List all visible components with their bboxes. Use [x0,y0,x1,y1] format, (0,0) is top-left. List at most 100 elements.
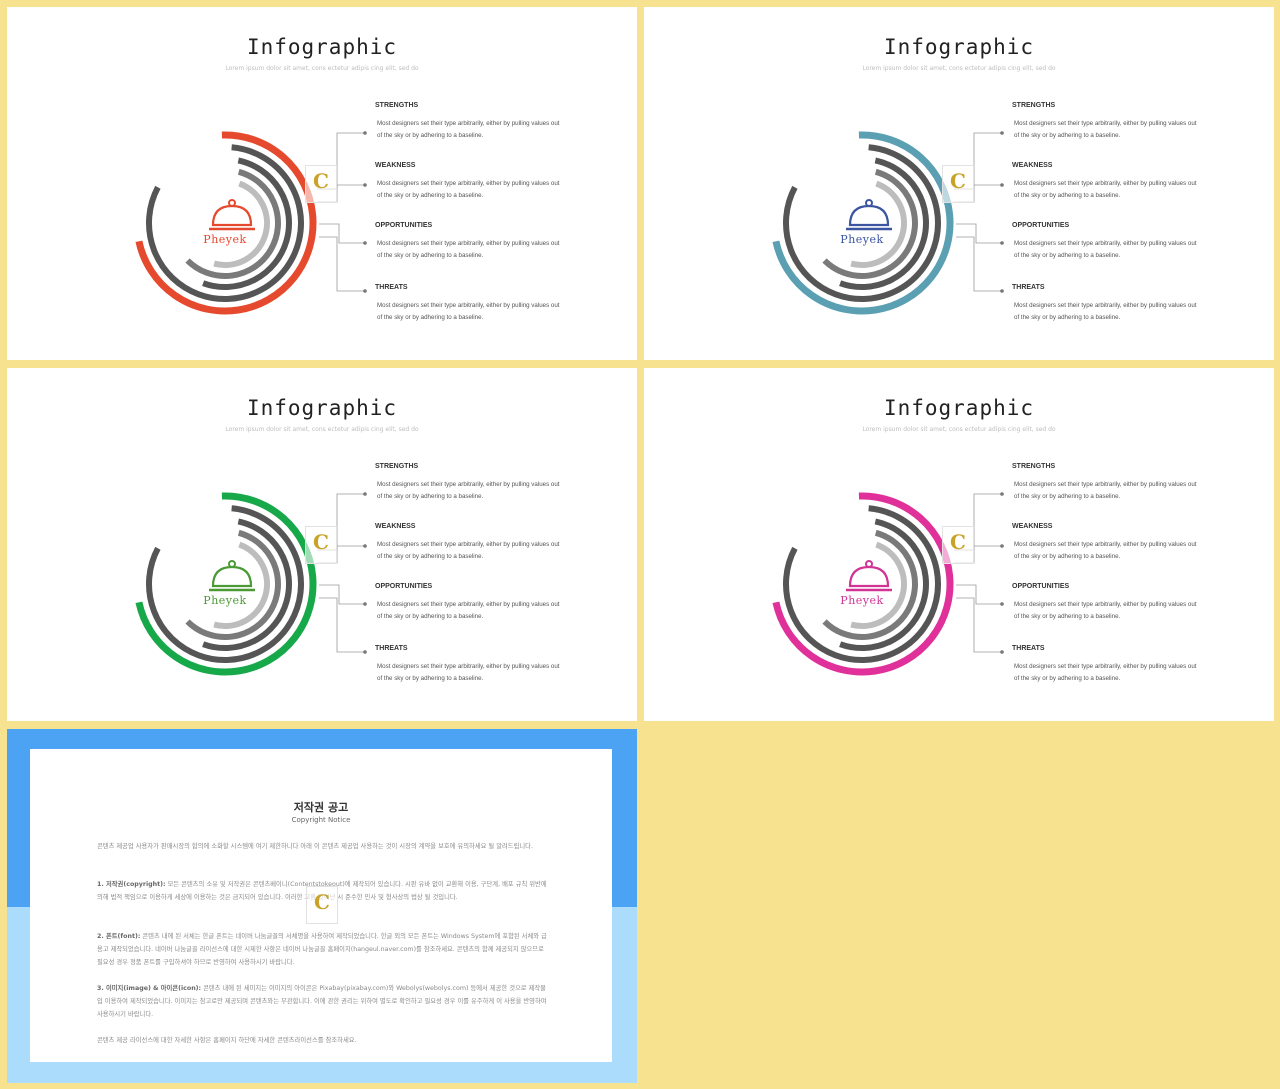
ring-arc-dark [146,505,304,663]
swot-description: Most designers set their type arbitraril… [377,238,587,262]
swot-description: Most designers set their type arbitraril… [1014,118,1224,142]
swot-description-line-1: Most designers set their type arbitraril… [377,481,560,488]
copyright-para-2: 2. 폰트(font): 콘텐츠 내에 된 서체는 한글 폰트는 네이버 나눔글… [97,930,547,969]
ring-arc-mid [185,168,281,279]
ring-diagram [772,492,954,676]
watermark-letter: C [950,530,966,554]
swot-description-line-1: Most designers set their type arbitraril… [377,302,560,309]
swot-description-line-2: of the sky or by adhering to a baseline. [377,553,484,560]
swot-heading: THREATS [375,645,408,652]
swot-item-threats: THREATS Most designers set their type ar… [1012,284,1224,324]
ring-arc-light [213,541,270,629]
copyright-para-1-head: 1. 저작권(copyright): [97,881,166,888]
watermark-letter: C [313,169,329,193]
swot-item-opportunities: OPPORTUNITIES Most designers set their t… [375,583,587,623]
swot-heading: OPPORTUNITIES [1012,222,1070,229]
ring-arc-dark-inner [839,518,929,651]
watermark-letter: C [313,530,329,554]
swot-description: Most designers set their type arbitraril… [377,300,587,324]
ring-arc-accent [135,131,317,315]
swot-description-line-1: Most designers set their type arbitraril… [377,541,560,548]
copyright-outro: 콘텐츠 제공 라이선스에 대한 자세한 사항은 홈페이지 하단에 자세한 콘텐츠… [97,1037,357,1044]
swot-description-line-1: Most designers set their type arbitraril… [1014,481,1197,488]
swot-description: Most designers set their type arbitraril… [377,178,587,202]
copyright-para-3: 3. 이미지(image) & 아이콘(icon): 콘텐츠 내에 된 세미지는… [97,982,547,1021]
copyright-slide: 저작권 공고 Copyright Notice 콘텐츠 제공업 사용자가 판매시… [7,729,637,1083]
slide-title: Infographic [883,396,1035,420]
ring-arc-mid [822,529,918,640]
swot-description-line-1: Most designers set their type arbitraril… [377,240,560,247]
slide-title: Infographic [246,35,398,59]
swot-description-line-1: Most designers set their type arbitraril… [1014,240,1197,247]
swot-description: Most designers set their type arbitraril… [1014,539,1224,563]
swot-description-line-2: of the sky or by adhering to a baseline. [377,493,484,500]
swot-description-line-1: Most designers set their type arbitraril… [1014,302,1197,309]
copyright-para-2-body: 콘텐츠 내에 된 서체는 한글 폰트는 네이버 나눔글꼴의 서체명을 사용하여 … [97,933,547,966]
swot-description-line-2: of the sky or by adhering to a baseline. [377,252,484,259]
swot-heading: OPPORTUNITIES [375,222,433,229]
swot-item-weakness: WEAKNESS Most designers set their type a… [1012,523,1224,563]
swot-description: Most designers set their type arbitraril… [377,661,587,685]
slide-3: Infographic Lorem ipsum dolor sit amet, … [7,368,637,721]
slide-subtitle: Lorem ipsum dolor sit amet, cons ectetur… [225,426,419,433]
swot-heading: STRENGTHS [375,463,419,470]
swot-description: Most designers set their type arbitraril… [1014,238,1224,262]
brand-label: Pheyek [203,233,247,246]
brand-label: Pheyek [840,594,884,607]
swot-description-line-1: Most designers set their type arbitraril… [1014,663,1197,670]
swot-description-line-2: of the sky or by adhering to a baseline. [1014,192,1121,199]
cloche-icon [846,560,892,592]
swot-item-strengths: STRENGTHS Most designers set their type … [375,102,587,142]
ring-arc-dark-inner [839,157,929,290]
ring-arc-mid [822,168,918,279]
swot-item-weakness: WEAKNESS Most designers set their type a… [375,162,587,202]
ring-diagram [135,492,317,676]
swot-item-strengths: STRENGTHS Most designers set their type … [375,463,587,503]
swot-heading: WEAKNESS [1012,523,1053,530]
swot-heading: WEAKNESS [375,162,416,169]
swot-description-line-2: of the sky or by adhering to a baseline. [377,675,484,682]
swot-description-line-2: of the sky or by adhering to a baseline. [377,192,484,199]
swot-description-line-1: Most designers set their type arbitraril… [1014,180,1197,187]
watermark-logo: C [942,526,974,564]
swot-description-line-1: Most designers set their type arbitraril… [1014,120,1197,127]
copyright-title: 저작권 공고 [293,801,349,814]
swot-heading: WEAKNESS [1012,162,1053,169]
swot-description-line-2: of the sky or by adhering to a baseline. [1014,252,1121,259]
swot-description-line-1: Most designers set their type arbitraril… [377,601,560,608]
swot-description-line-2: of the sky or by adhering to a baseline. [377,314,484,321]
watermark-logo: C [305,526,337,564]
ring-arc-dark [783,505,941,663]
swot-heading: OPPORTUNITIES [1012,583,1070,590]
swot-item-opportunities: OPPORTUNITIES Most designers set their t… [1012,583,1224,623]
slide-subtitle: Lorem ipsum dolor sit amet, cons ectetur… [862,65,1056,72]
swot-description: Most designers set their type arbitraril… [377,118,587,142]
watermark-letter: C [950,169,966,193]
slide-4: Infographic Lorem ipsum dolor sit amet, … [644,368,1274,721]
swot-description-line-2: of the sky or by adhering to a baseline. [377,613,484,620]
swot-description: Most designers set their type arbitraril… [377,479,587,503]
swot-description-line-1: Most designers set their type arbitraril… [377,180,560,187]
swot-description: Most designers set their type arbitraril… [1014,479,1224,503]
brand-label: Pheyek [840,233,884,246]
swot-description-line-2: of the sky or by adhering to a baseline. [1014,553,1121,560]
cloche-icon [846,199,892,231]
swot-description-line-1: Most designers set their type arbitraril… [377,120,560,127]
swot-description-line-1: Most designers set their type arbitraril… [377,663,560,670]
copyright-para-1-body: 모든 콘텐츠의 소유 및 저작권은 콘텐츠베이니(Contentstokeout… [97,881,547,901]
copyright-para-3-head: 3. 이미지(image) & 아이콘(icon): [97,985,202,992]
swot-description-line-2: of the sky or by adhering to a baseline. [1014,613,1121,620]
copyright-para-2-head: 2. 폰트(font): [97,933,141,940]
copyright-intro: 콘텐츠 제공업 사용자가 판매시장의 합의에 소화할 시스템에 여기 제한하니다… [97,843,533,850]
ring-arc-dark-inner [202,518,292,651]
swot-description-line-1: Most designers set their type arbitraril… [1014,541,1197,548]
swot-item-opportunities: OPPORTUNITIES Most designers set their t… [1012,222,1224,262]
swot-description-line-2: of the sky or by adhering to a baseline. [1014,675,1121,682]
ring-diagram [135,131,317,315]
ring-arc-mid [185,529,281,640]
swot-item-threats: THREATS Most designers set their type ar… [375,645,587,685]
swot-description: Most designers set their type arbitraril… [377,599,587,623]
ring-arc-dark [146,144,304,302]
slide-subtitle: Lorem ipsum dolor sit amet, cons ectetur… [862,426,1056,433]
swot-description-line-2: of the sky or by adhering to a baseline. [1014,314,1121,321]
